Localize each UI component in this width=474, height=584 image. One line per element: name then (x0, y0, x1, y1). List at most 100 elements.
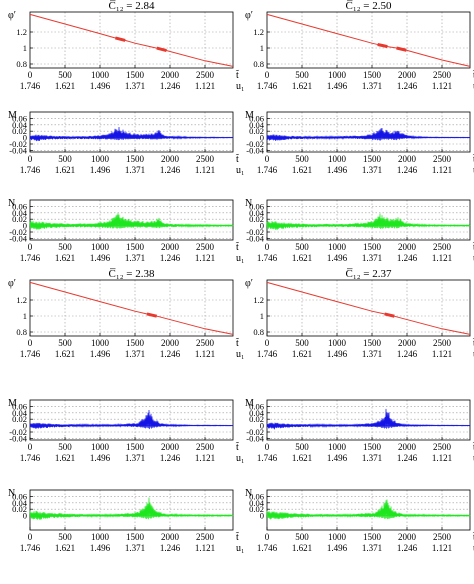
subplot-phi: C̅₁₂ = 2.840.811.2φ′01.7465001.62110001.… (8, 0, 245, 92)
y-axis-label: M (245, 398, 254, 409)
n-signal (266, 213, 471, 230)
u-tick-label: 1.121 (432, 81, 452, 91)
u-tick-label: 1.121 (195, 543, 215, 553)
y-tick-label: 0 (260, 133, 264, 143)
phi-line (266, 13, 471, 67)
u-axis-label: u₁ (236, 543, 245, 554)
x-axis-label: t̃ (473, 153, 474, 165)
x-tick-label: 1500 (363, 532, 382, 542)
x-tick-label: 1000 (91, 338, 110, 348)
u-tick-label: 1.246 (397, 165, 418, 175)
x-tick-label: 0 (28, 154, 33, 164)
subplot-M: -0.04-0.0200.020.040.06M01.7465001.62110… (8, 398, 245, 464)
x-tick-label: 500 (295, 242, 309, 252)
y-tick-label: 1 (260, 43, 264, 53)
u-tick-label: 1.746 (257, 349, 278, 359)
x-tick-label: 0 (28, 70, 33, 80)
x-axis-label: t̃ (236, 69, 240, 81)
subplot-phi: C̅₁₂ = 2.500.811.2φ′01.7465001.62110001.… (245, 0, 474, 92)
y-tick-label: 0.06 (249, 113, 264, 123)
u-tick-label: 1.121 (195, 349, 215, 359)
y-tick-label: 0.8 (253, 59, 264, 69)
u-tick-label: 1.246 (160, 81, 181, 91)
x-tick-label: 0 (28, 532, 33, 542)
y-tick-label: 0.04 (12, 208, 28, 218)
y-axis-label: φ′ (245, 10, 253, 21)
x-tick-label: 2000 (398, 242, 417, 252)
x-tick-label: 1000 (328, 70, 347, 80)
u-tick-label: 1.496 (327, 543, 348, 553)
x-tick-label: 500 (58, 242, 72, 252)
u-tick-label: 1.621 (292, 453, 312, 463)
y-tick-label: -0.04 (246, 145, 264, 155)
y-tick-label: 0 (23, 221, 27, 231)
x-tick-label: 2500 (196, 70, 215, 80)
x-tick-label: 2500 (433, 70, 452, 80)
phi-oscillation-2 (396, 46, 407, 52)
x-tick-label: 2500 (433, 338, 452, 348)
u-tick-label: 1.621 (55, 543, 75, 553)
plot-frame (29, 399, 234, 441)
x-tick-label: 1500 (363, 70, 382, 80)
x-axis-label: t̃ (236, 337, 240, 349)
u-tick-label: 1.246 (397, 349, 418, 359)
y-tick-label: -0.02 (246, 427, 264, 437)
y-tick-label: 0.06 (12, 201, 27, 211)
n-signal (266, 499, 471, 520)
x-tick-label: 0 (265, 70, 270, 80)
u-tick-label: 1.121 (432, 453, 452, 463)
plot-frame (266, 111, 471, 153)
y-tick-label: 0.02 (12, 214, 27, 224)
y-axis-label: N (245, 198, 252, 209)
y-axis-label: M (8, 398, 17, 409)
plot-frame (266, 489, 471, 531)
m-signal (266, 127, 471, 141)
y-axis-label: φ′ (8, 10, 16, 21)
x-tick-label: 2500 (433, 442, 452, 452)
u-tick-label: 1.121 (195, 453, 215, 463)
plot-frame (29, 489, 234, 531)
y-tick-label: 1.2 (16, 295, 27, 305)
y-tick-label: 0.02 (249, 504, 264, 514)
x-tick-label: 2000 (398, 154, 417, 164)
u-tick-label: 1.496 (327, 165, 348, 175)
x-tick-label: 500 (58, 442, 72, 452)
x-tick-label: 0 (28, 338, 33, 348)
phi-oscillation-1 (377, 43, 388, 49)
phi-oscillation-1 (115, 36, 126, 42)
y-axis-label: φ′ (245, 278, 253, 289)
u-tick-label: 1.121 (432, 349, 452, 359)
m-signal (29, 126, 234, 142)
y-tick-label: 0.02 (12, 504, 27, 514)
u-tick-label: 1.746 (20, 349, 41, 359)
u-axis-label: u₁ (236, 165, 245, 176)
u-tick-label: 1.371 (362, 543, 382, 553)
u-axis-label: u₁ (236, 453, 245, 464)
y-tick-label: 0.02 (12, 414, 27, 424)
x-axis-label: t̃ (473, 337, 474, 349)
panel-2: C̅₁₂ = 2.500.811.2φ′01.7465001.62110001.… (245, 0, 474, 264)
y-tick-label: 1 (260, 311, 264, 321)
x-tick-label: 2500 (196, 532, 215, 542)
u-tick-label: 1.371 (125, 165, 145, 175)
y-tick-label: 0 (260, 511, 264, 521)
u-tick-label: 1.496 (90, 543, 111, 553)
u-tick-label: 1.121 (195, 253, 215, 263)
x-tick-label: 0 (28, 242, 33, 252)
subplot-N: 00.020.040.06N01.7465001.62110001.496150… (8, 488, 245, 554)
x-tick-label: 2000 (161, 338, 180, 348)
plot-frame (266, 199, 471, 241)
x-tick-label: 1000 (328, 242, 347, 252)
y-tick-label: 1 (23, 311, 27, 321)
u-tick-label: 1.496 (90, 81, 111, 91)
y-tick-label: 0.02 (249, 414, 264, 424)
y-tick-label: -0.04 (9, 433, 27, 443)
y-tick-label: 0.06 (249, 401, 264, 411)
panel-title: C̅₁₂ = 2.84 (109, 0, 155, 12)
y-axis-label: N (245, 488, 252, 499)
subplot-N: -0.04-0.0200.020.040.06N01.7465001.62110… (245, 198, 474, 264)
x-tick-label: 1000 (91, 442, 110, 452)
x-tick-label: 2500 (433, 242, 452, 252)
x-tick-label: 500 (58, 154, 72, 164)
plot-frame (29, 111, 234, 153)
